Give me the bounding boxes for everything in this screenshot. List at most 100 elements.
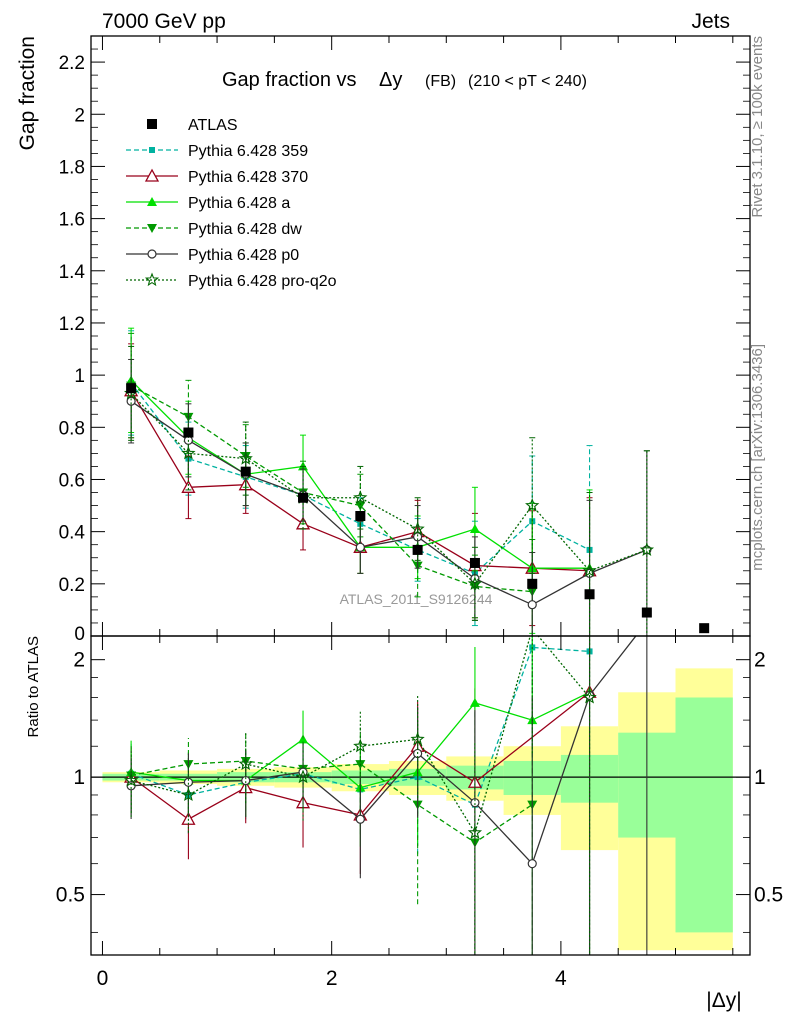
series-point [467, 576, 483, 590]
series-point [353, 490, 368, 504]
ratio-line [130, 636, 591, 835]
y-tick-label: 2.2 [59, 53, 85, 74]
series-line [130, 400, 648, 606]
ratio-point [353, 738, 368, 753]
series-4 [126, 358, 652, 636]
legend-marker [147, 249, 157, 259]
mcplots-label: mcplots.cern.ch [arXiv:1306.3436] [749, 344, 766, 571]
series-point [181, 445, 196, 460]
series-point [413, 532, 423, 542]
ratio-series-group [124, 636, 648, 955]
ratio-line [130, 691, 590, 820]
atlas-data-point [183, 427, 194, 438]
chart-title-range: (210 < pT < 240) [468, 73, 587, 90]
legend-entry-atlas: ATLAS [147, 117, 238, 134]
ratio-point [183, 777, 194, 787]
legend-entry-2: Pythia 6.428 a [126, 195, 290, 212]
legend-marker [147, 224, 157, 233]
series-point [639, 542, 655, 557]
legend-entry-3: Pythia 6.428 dw [126, 221, 302, 238]
rivet-version-label: Rivet 3.1.10, ≥ 100k events [749, 36, 766, 218]
legend-entry-4: Pythia 6.428 p0 [126, 247, 299, 264]
y-axis-label: Gap fraction [16, 36, 39, 150]
y-tick-label: 0.6 [59, 470, 85, 491]
y-tick-label: 0.4 [59, 523, 86, 544]
main-series-group [123, 327, 710, 636]
legend-label: Pythia 6.428 dw [188, 221, 302, 238]
legend-entry-1: Pythia 6.428 370 [126, 168, 308, 186]
ratio-point [470, 798, 480, 808]
y-tick-label: 0 [74, 624, 85, 645]
ratio-point [241, 775, 251, 786]
ratio-point [181, 787, 196, 801]
legend-marker [144, 272, 160, 287]
ratio-tick-label-right: 0.5 [754, 884, 783, 907]
header-left: 7000 GeV pp [102, 10, 226, 33]
y-tick-label: 0.2 [59, 575, 85, 596]
legend-marker [149, 147, 155, 153]
atlas-data-point [355, 511, 366, 521]
series-line [130, 382, 590, 575]
legend-marker [144, 168, 160, 182]
atlas-data-point [527, 578, 538, 589]
atlas-data-point [641, 607, 652, 618]
atlas-data-point [298, 492, 309, 503]
chart-title-main: Gap fraction vs [222, 69, 357, 91]
series-line [130, 384, 533, 593]
legend-marker [147, 197, 157, 206]
x-tick-label: 0 [97, 967, 109, 990]
ratio-frame [90, 635, 751, 956]
chart-title-delta: Δy [379, 69, 402, 91]
series-point [355, 501, 366, 511]
series-point [126, 396, 136, 406]
ratio-series-5 [124, 636, 597, 955]
ratio-tick-label: 2 [73, 649, 85, 672]
ratio-point [298, 734, 309, 744]
y-tick-label: 1.6 [59, 210, 85, 231]
legend-label: Pythia 6.428 pro-q2o [188, 273, 337, 290]
header-right: Jets [691, 10, 730, 33]
ratio-tick-label: 0.5 [56, 884, 85, 907]
series-point [355, 542, 365, 552]
analysis-watermark: ATLAS_2011_S9126244 [340, 591, 493, 607]
atlas-data-point [240, 466, 251, 477]
atlas-data-point [469, 557, 480, 568]
ratio-line [130, 646, 590, 806]
ratio-point [124, 772, 139, 787]
x-tick-label: 2 [326, 967, 338, 990]
ratio-point [469, 697, 480, 707]
legend-label: Pythia 6.428 p0 [188, 247, 299, 264]
legend-label: ATLAS [188, 117, 238, 134]
stat-band-bin [675, 697, 733, 933]
series-line [130, 392, 648, 585]
series-point [469, 524, 480, 534]
atlas-data-point [412, 544, 423, 555]
ratio-y-axis-label: Ratio to ATLAS [25, 636, 42, 737]
legend-entry-0: Pythia 6.428 359 [126, 143, 308, 160]
x-tick-label: 4 [555, 967, 567, 990]
ratio-tick-label-right: 1 [754, 766, 766, 789]
series-point [582, 563, 597, 577]
atlas-data-point [584, 589, 595, 600]
series-point [527, 600, 537, 610]
series-point [525, 498, 540, 512]
ratio-uncertainty-bands [91, 668, 750, 951]
legend-label: Pythia 6.428 a [188, 195, 290, 212]
ratio-tick-label: 1 [73, 766, 85, 789]
series-point [238, 451, 253, 465]
ratio-point [582, 690, 597, 704]
legend-label: Pythia 6.428 370 [188, 169, 308, 186]
x-axis-label: |Δy| [706, 989, 741, 1012]
ratio-point [527, 859, 537, 869]
ratio-line [131, 636, 637, 865]
y-tick-label: 1.8 [59, 157, 85, 178]
legend-label: Pythia 6.428 359 [188, 143, 308, 160]
y-tick-label: 1.4 [59, 262, 86, 283]
ratio-point [295, 769, 311, 784]
atlas-data-point [699, 623, 710, 634]
atlas-data [126, 383, 710, 634]
atlas-data-point [126, 383, 137, 394]
ratio-tick-label-right: 2 [754, 649, 766, 672]
